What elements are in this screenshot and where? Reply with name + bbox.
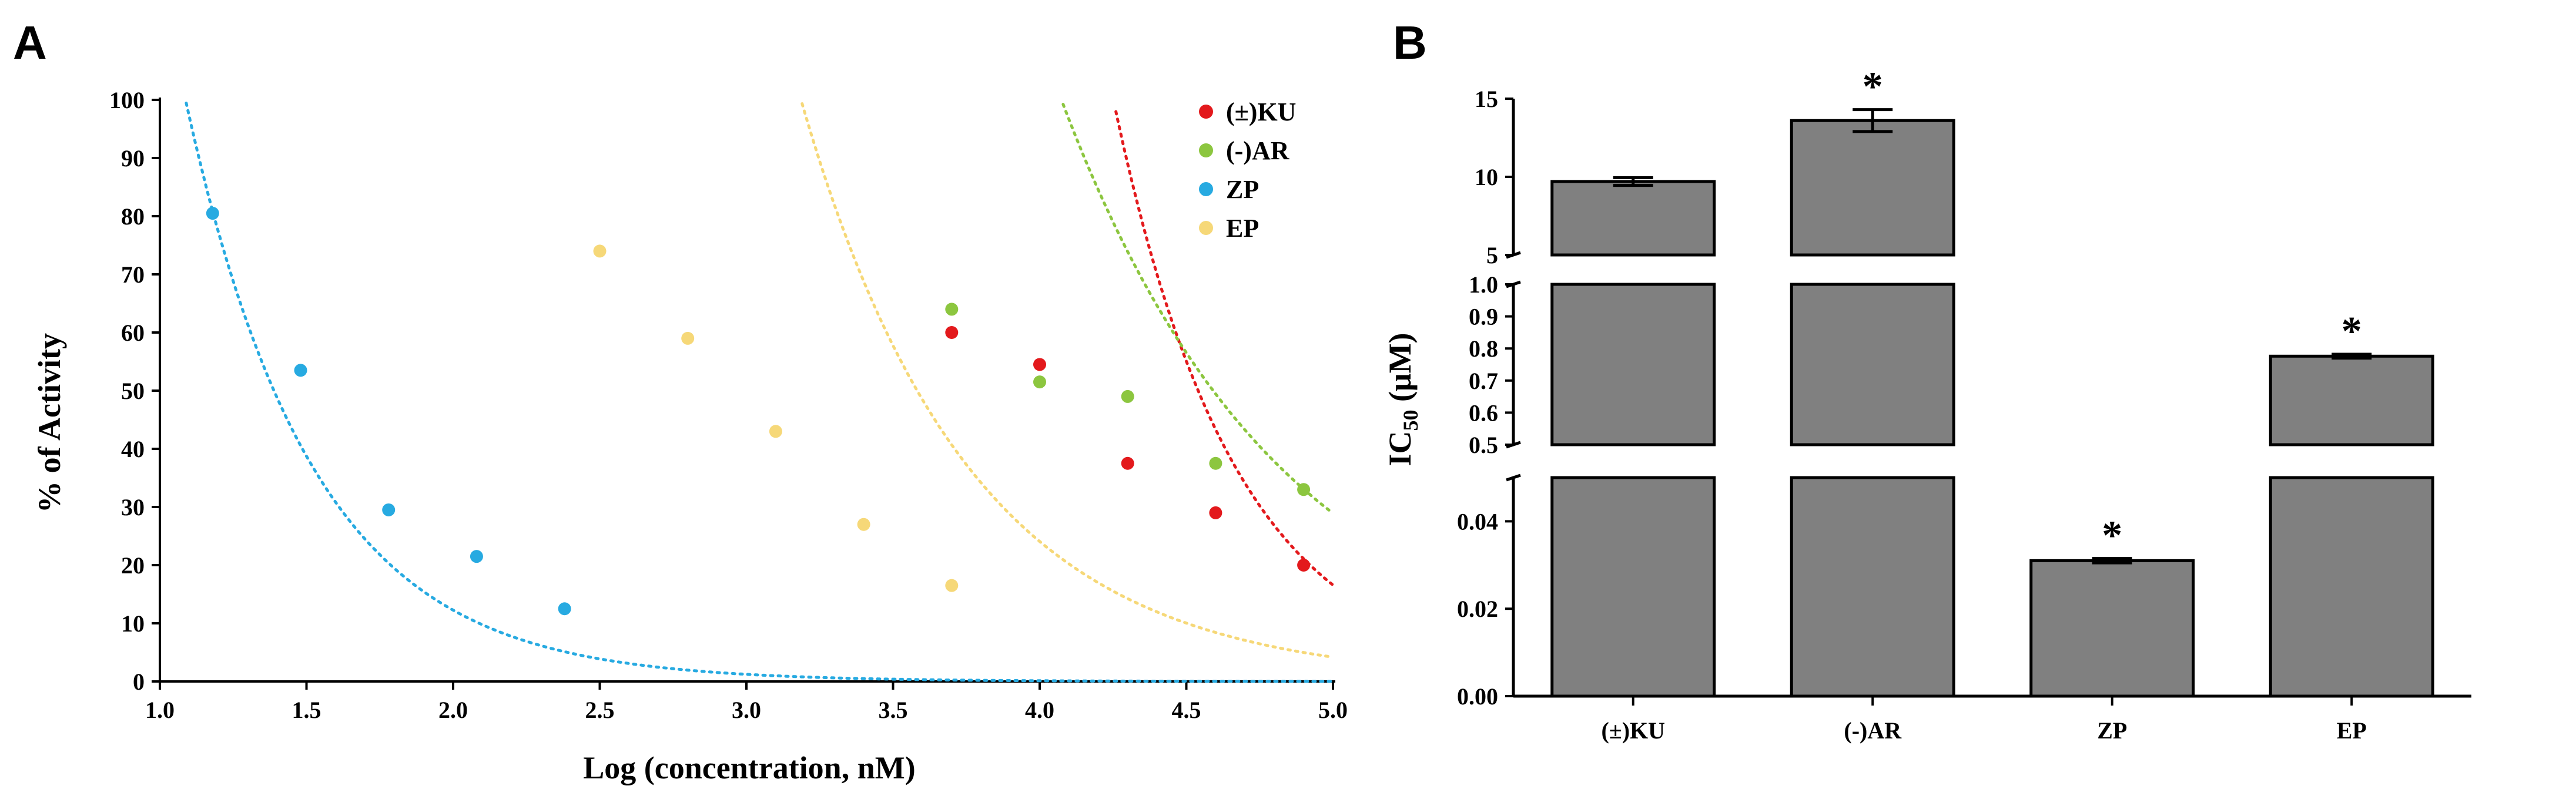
panel-a-data-point	[1033, 358, 1046, 371]
panel-a-chart: 1.0 1.5 2.0 2.5 3.0 3.5 4.0 4.5 5.0 0 10 20 30 40 50 60…	[109, 87, 1348, 723]
panel-a-legend-label: (±)KU	[1226, 98, 1296, 126]
panel-a-data-point	[206, 207, 219, 220]
panel-b-significance-star: *	[1863, 65, 1883, 110]
panel-a-x-tick-label: 2.5	[585, 697, 615, 723]
panel-b-label: B	[1393, 16, 1427, 69]
panel-a-data-point	[1033, 375, 1046, 389]
panel-b-y-tick-label: 0.00	[1457, 683, 1498, 710]
panel-a-legend-label: (-)AR	[1226, 136, 1290, 165]
panel-b-y-tick-label: 0.02	[1457, 596, 1498, 622]
panel-a-data-point	[1209, 456, 1222, 470]
panel-a-legend-marker	[1199, 221, 1213, 235]
panel-a-data-point	[857, 518, 870, 531]
panel-b-y-tick-label: 0.7	[1469, 368, 1498, 394]
panel-a-x-tick-label: 2.0	[438, 697, 468, 723]
panel-a-x-tick-label: 1.0	[145, 697, 175, 723]
panel-b-y-axis-title-subscript: 50	[1399, 410, 1422, 431]
panel-b-y-tick-label: 5	[1486, 242, 1498, 268]
panel-b-x-tick-label: (±)KU	[1601, 717, 1665, 744]
panel-a-y-tick-label: 100	[109, 87, 145, 113]
panel-b-significance-star: *	[2341, 309, 2362, 354]
panel-a-data-point	[1121, 389, 1134, 403]
panel-a-y-tick-label: 60	[121, 320, 145, 346]
panel-a-data-point	[945, 326, 959, 339]
panel-a-data-point	[593, 244, 607, 258]
panel-a-y-axis-title: % of Activity	[32, 333, 67, 513]
panel-b-y-tick-label: 0.9	[1469, 304, 1498, 330]
panel-a-fit-curve-2	[185, 102, 1335, 683]
panel-b-y-axis-title-main: IC	[1382, 431, 1418, 466]
panel-a-legend-marker	[1199, 143, 1213, 157]
panel-b-x-tick-label: ZP	[2097, 717, 2127, 744]
panel-b-bar	[1550, 180, 1716, 257]
panel-a-x-tick-label: 1.5	[292, 697, 321, 723]
panel-a-x-tick-label: 3.0	[732, 697, 761, 723]
panel-a-x-axis-title: Log (concentration, nM)	[583, 750, 915, 785]
panel-a-data-point	[1297, 559, 1311, 572]
panel-a-fit-curve-3	[800, 102, 1335, 659]
panel-b-bar	[1790, 476, 1955, 698]
panel-a-data-point	[558, 602, 571, 616]
panel-b-bar	[1790, 119, 1955, 257]
panel-a-data-point	[1297, 483, 1311, 496]
panel-a-y-tick-label: 10	[121, 610, 145, 637]
panel-b-bar	[2269, 476, 2434, 698]
panel-b-chart: 0.00 0.02 0.04 0.5 0.6 0.7 0.8 0.9 1.0 5 10 15 (±)KU…	[1457, 65, 2471, 744]
panel-a-x-tick-label: 4.5	[1172, 697, 1201, 723]
panel-b-significance-star: *	[2102, 513, 2122, 559]
panel-a-data-point	[1209, 506, 1222, 519]
panel-a-data-point	[294, 364, 307, 377]
panel-a-x-tick-label: 5.0	[1318, 697, 1348, 723]
panel-b-bar	[1790, 283, 1955, 446]
panel-a-y-tick-label: 40	[121, 436, 145, 462]
panel-b-y-tick-label: 0.04	[1457, 508, 1498, 535]
panel-b-y-tick-label: 0.5	[1469, 432, 1498, 458]
panel-a-data-point	[769, 425, 782, 438]
panel-a-fit-curve-1	[1061, 103, 1335, 515]
panel-a-data-point	[945, 579, 959, 592]
panel-a-y-tick-label: 20	[121, 552, 145, 579]
panel-a-y-tick-label: 50	[121, 378, 145, 404]
panel-b-x-tick-label: (-)AR	[1844, 717, 1902, 744]
panel-b-y-tick-label: 0.8	[1469, 335, 1498, 362]
panel-a-y-tick-label: 0	[133, 669, 145, 695]
panel-a-x-tick-label: 3.5	[879, 697, 908, 723]
panel-a-data-point	[382, 503, 396, 516]
panel-a-y-tick-label: 30	[121, 494, 145, 520]
panel-a-x-tick-label: 4.0	[1025, 697, 1054, 723]
panel-a-data-point	[945, 303, 959, 316]
panel-b-y-tick-label: 15	[1475, 86, 1498, 112]
panel-a-y-tick-label: 80	[121, 203, 145, 230]
panel-b-y-tick-label: 10	[1475, 164, 1498, 190]
panel-b-x-tick-label: EP	[2337, 717, 2367, 744]
panel-b-bar	[1550, 283, 1716, 446]
panel-b-bar	[2269, 354, 2434, 446]
panel-a-fit-curve-0	[1114, 110, 1335, 587]
panel-a-data-point	[470, 550, 483, 563]
panel-a-y-tick-label: 70	[121, 261, 145, 288]
panel-b-bar	[1550, 476, 1716, 698]
panel-a-legend-label: EP	[1226, 214, 1259, 243]
panel-a-legend-label: ZP	[1226, 175, 1259, 204]
panel-b-axis-break-mark	[1506, 473, 1521, 482]
panel-a-data-point	[681, 331, 695, 345]
panel-b-y-axis-title: IC50 (μM)	[1382, 333, 1422, 466]
panel-b-y-tick-label: 0.6	[1469, 399, 1498, 426]
panel-a-legend-marker	[1199, 182, 1213, 196]
panel-a-y-tick-label: 90	[121, 145, 145, 172]
panel-b-y-tick-label: 1.0	[1469, 271, 1498, 298]
panel-a-label: A	[13, 16, 47, 69]
panel-a-data-point	[1121, 456, 1134, 470]
panel-b-y-axis-title-unit: (μM)	[1382, 333, 1418, 409]
panel-b-bar	[2029, 559, 2195, 698]
panel-a-legend-marker	[1199, 105, 1213, 119]
